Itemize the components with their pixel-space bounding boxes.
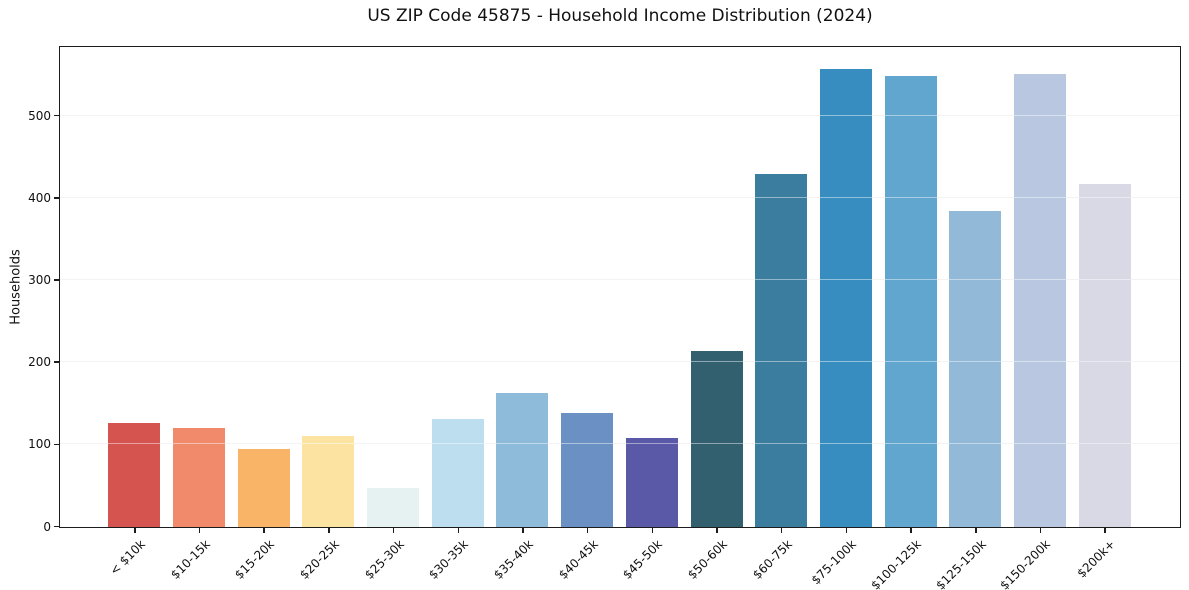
x-axis-tick: [522, 528, 524, 533]
x-axis-tick: [263, 528, 265, 533]
x-axis-tick: [975, 528, 977, 533]
y-tick-label: 500: [28, 108, 51, 123]
gridline-overlay: [60, 361, 1180, 363]
gridline: [60, 361, 1180, 363]
bar-$200k+: [1078, 183, 1131, 527]
y-axis-tick: [54, 443, 59, 446]
y-tick-label: 200: [28, 355, 51, 370]
gridline-overlay: [60, 443, 1180, 445]
bar-$75-100k: [819, 68, 872, 527]
x-axis-tick: [134, 528, 136, 533]
gridline-overlay: [60, 279, 1180, 281]
bar-$60-75k: [755, 173, 808, 527]
y-tick-label: 400: [28, 190, 51, 205]
bar-< $10k: [108, 423, 161, 527]
y-tick-label: 100: [28, 437, 51, 452]
bar-$15-20k: [237, 448, 290, 527]
x-axis-tick: [651, 528, 654, 533]
y-tick-label: 300: [28, 273, 51, 288]
x-axis-tick: [198, 528, 201, 533]
bar-$125-150k: [949, 210, 1002, 527]
y-tick-label: 0: [43, 519, 51, 534]
gridline: [60, 443, 1180, 445]
x-axis-tick: [845, 528, 848, 533]
gridline: [60, 279, 1180, 281]
bar-$30-35k: [431, 419, 484, 527]
plot-area: [59, 46, 1181, 528]
x-tick-label: < $10k: [106, 537, 148, 578]
x-axis-tick: [586, 528, 589, 533]
gridline: [60, 196, 1180, 198]
x-axis-tick: [716, 528, 718, 533]
y-axis-tick: [54, 279, 59, 281]
y-axis-tick: [54, 197, 59, 199]
x-axis-tick: [457, 528, 460, 533]
x-axis-tick: [1104, 528, 1106, 533]
bar-$10-15k: [173, 427, 226, 527]
chart-title: US ZIP Code 45875 - Household Income Dis…: [367, 6, 873, 26]
bar-$25-30k: [367, 487, 420, 527]
bar-$100-125k: [884, 75, 937, 527]
x-axis-tick: [392, 528, 395, 533]
gridline: [60, 114, 1180, 116]
bar-$40-45k: [561, 412, 614, 527]
gridline-overlay: [60, 114, 1180, 116]
bar-$45-50k: [625, 438, 678, 527]
y-axis-tick: [54, 361, 59, 363]
bar-$20-25k: [302, 435, 355, 527]
gridline-overlay: [60, 196, 1180, 198]
x-axis-tick: [1039, 528, 1042, 533]
bar-$35-40k: [496, 393, 549, 527]
bar-$150-200k: [1013, 74, 1066, 527]
x-axis-tick: [910, 528, 912, 533]
y-axis-tick: [54, 525, 59, 528]
x-axis-tick: [780, 528, 783, 533]
y-axis-tick: [54, 114, 59, 117]
bar-$50-60k: [690, 351, 743, 527]
x-axis-tick: [328, 528, 330, 533]
